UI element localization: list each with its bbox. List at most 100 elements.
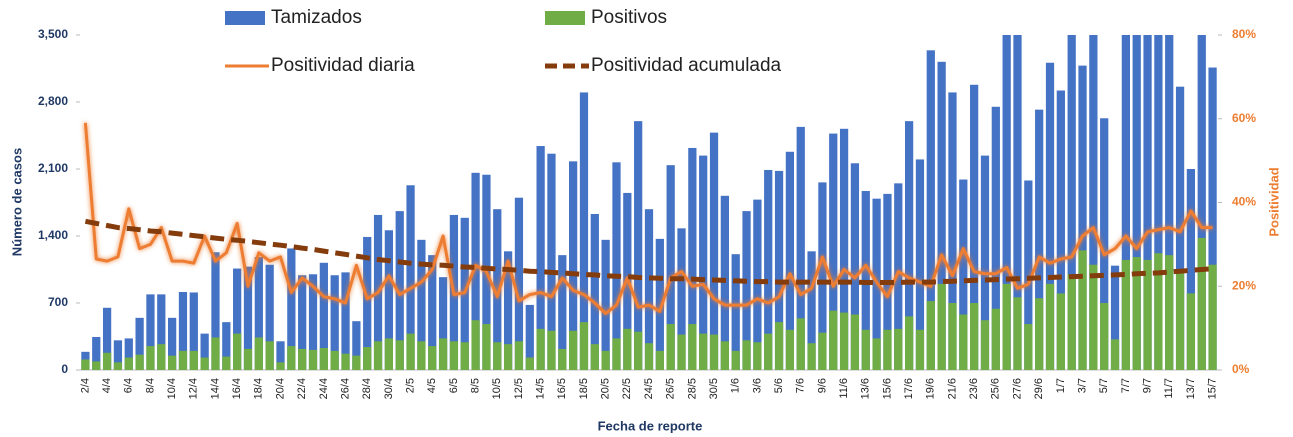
bar — [774, 322, 784, 370]
x-tick-label: 8/5 — [469, 378, 481, 393]
bar — [991, 308, 1000, 370]
bar — [449, 341, 459, 370]
x-tick-label: 18/4 — [253, 378, 265, 399]
bar — [731, 350, 740, 370]
bar — [1110, 265, 1120, 370]
x-tick-label: 23/6 — [968, 378, 980, 399]
bar — [1208, 67, 1217, 371]
x-tick-label: 7/6 — [795, 378, 807, 393]
bar — [536, 328, 545, 370]
bar — [135, 317, 144, 370]
bar — [1110, 339, 1120, 370]
bar — [634, 121, 643, 371]
x-tick-label: 26/5 — [665, 378, 677, 399]
bar — [417, 239, 426, 370]
bar — [709, 132, 719, 370]
bar — [1056, 90, 1065, 370]
bar — [493, 342, 502, 370]
bar — [514, 341, 524, 370]
bar — [666, 324, 675, 370]
x-tick-label: 19/6 — [925, 378, 937, 399]
bar — [926, 301, 935, 370]
bar — [623, 328, 632, 370]
x-tick-label: 2/4 — [79, 378, 91, 393]
bar — [189, 292, 198, 370]
x-tick-label: 11/7 — [1163, 378, 1175, 399]
bar — [503, 251, 513, 370]
x-tick-label: 14/4 — [209, 378, 221, 399]
x-tick-label: 17/6 — [903, 378, 915, 399]
bar — [915, 159, 925, 370]
bar — [547, 330, 556, 370]
y-tick-label: 2,800 — [38, 94, 68, 108]
bar — [569, 161, 578, 370]
x-tick-label: 18/5 — [578, 378, 590, 399]
bar — [720, 341, 729, 370]
x-tick-label: 26/4 — [339, 378, 351, 399]
x-tick-label: 30/5 — [708, 378, 720, 399]
bar — [113, 362, 123, 370]
bar — [785, 329, 795, 370]
legend-label: Positivos — [591, 7, 667, 28]
x-tick-label: 2/5 — [404, 378, 416, 393]
x-tick-label: 12/5 — [513, 378, 525, 399]
x-tick-label: 20/4 — [274, 378, 286, 399]
bar — [948, 92, 957, 370]
bar — [200, 357, 209, 370]
bar — [601, 239, 610, 370]
bar — [92, 336, 101, 370]
bar — [677, 228, 686, 370]
bar — [1100, 303, 1109, 370]
bar — [764, 333, 773, 370]
y2-tick-label: 0% — [1232, 362, 1250, 376]
bar — [81, 359, 90, 370]
y-tick-label: 1,400 — [38, 228, 68, 242]
bar — [211, 337, 220, 370]
legend-label: Positividad acumulada — [591, 55, 782, 76]
bar — [1197, 237, 1206, 370]
bar — [222, 356, 231, 370]
bar — [980, 320, 990, 370]
bar — [655, 350, 664, 370]
bar — [991, 106, 1000, 371]
x-tick-label: 21/6 — [946, 378, 958, 399]
bar — [904, 121, 914, 371]
bar — [1154, 253, 1163, 370]
bar — [417, 341, 426, 370]
bar — [1143, 35, 1152, 370]
x-tick-label: 3/7 — [1076, 378, 1088, 393]
bar — [861, 329, 870, 370]
x-tick-label: 3/6 — [751, 378, 763, 393]
bar — [503, 344, 513, 370]
bar — [579, 322, 589, 370]
bar — [1100, 118, 1109, 371]
bar — [168, 317, 177, 370]
bar — [178, 291, 188, 370]
x-tick-label: 22/5 — [621, 378, 633, 399]
bar — [937, 283, 946, 370]
bar — [948, 303, 957, 370]
bar — [742, 340, 751, 370]
x-tick-label: 13/7 — [1185, 378, 1197, 399]
y2-tick-label: 20% — [1232, 278, 1256, 292]
bar — [233, 268, 242, 370]
bar — [915, 329, 925, 370]
x-tick-label: 24/4 — [318, 378, 330, 399]
bar — [829, 133, 838, 370]
bar — [1132, 257, 1141, 370]
bar — [319, 347, 328, 370]
bar — [612, 338, 621, 370]
bar — [168, 355, 177, 370]
bar — [1078, 65, 1087, 370]
bar — [406, 333, 415, 370]
bar — [742, 211, 751, 370]
x-tick-label: 5/7 — [1098, 378, 1110, 393]
bar — [525, 304, 534, 370]
bar — [904, 316, 914, 370]
bar — [395, 211, 404, 370]
x-tick-label: 4/4 — [101, 378, 113, 393]
x-tick-label: 27/6 — [1011, 378, 1023, 399]
bar — [124, 338, 133, 370]
bar — [341, 272, 350, 370]
x-tick-label: 28/5 — [686, 378, 698, 399]
